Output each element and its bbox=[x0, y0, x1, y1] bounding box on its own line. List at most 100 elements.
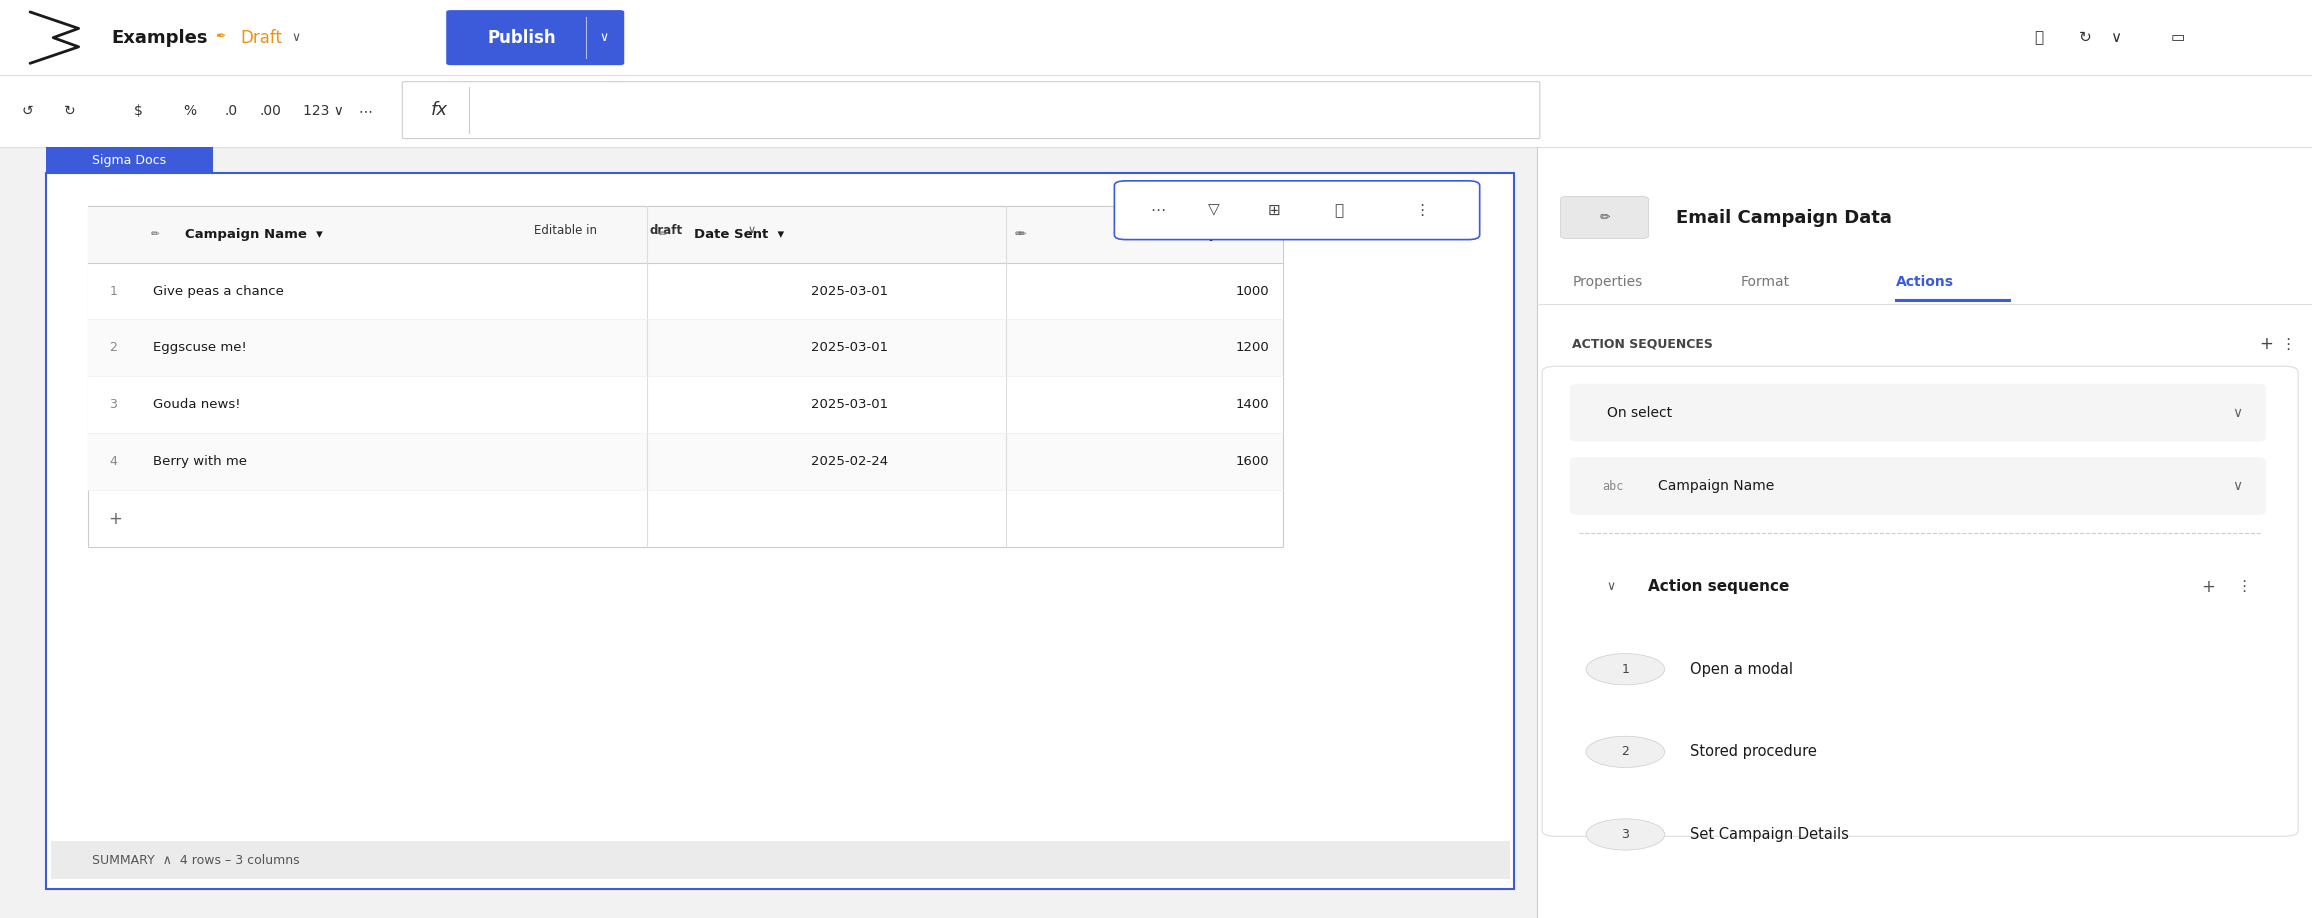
Text: ✏: ✏ bbox=[150, 230, 160, 239]
Text: ✏: ✏ bbox=[1017, 230, 1027, 239]
Text: ⤢: ⤢ bbox=[1334, 203, 1343, 218]
Text: ∨: ∨ bbox=[2111, 30, 2120, 45]
Text: Campaign Name  ▾: Campaign Name ▾ bbox=[185, 228, 324, 241]
Text: 2025-03-01: 2025-03-01 bbox=[812, 285, 888, 297]
Text: ∨: ∨ bbox=[599, 31, 608, 44]
Bar bbox=[0, 147, 1537, 918]
Text: 1400: 1400 bbox=[1235, 398, 1269, 411]
Bar bbox=[88, 433, 1283, 490]
Text: ↻: ↻ bbox=[62, 104, 76, 118]
Text: ⋯: ⋯ bbox=[1151, 203, 1165, 218]
Text: Give peas a chance: Give peas a chance bbox=[153, 285, 284, 297]
Text: Actions: Actions bbox=[1896, 274, 1954, 289]
Circle shape bbox=[1586, 819, 1665, 850]
Bar bbox=[88, 376, 1283, 433]
Text: $: $ bbox=[134, 104, 143, 118]
Text: ✏: ✏ bbox=[1600, 211, 1609, 224]
Text: abc: abc bbox=[1602, 479, 1623, 493]
Bar bbox=[88, 263, 1283, 319]
Text: Editable in: Editable in bbox=[534, 224, 601, 237]
FancyBboxPatch shape bbox=[402, 82, 1540, 139]
Text: ∨: ∨ bbox=[1607, 580, 1616, 593]
FancyBboxPatch shape bbox=[1561, 196, 1648, 239]
Text: 2025-03-01: 2025-03-01 bbox=[812, 398, 888, 411]
FancyBboxPatch shape bbox=[1570, 457, 2266, 515]
FancyBboxPatch shape bbox=[446, 10, 624, 65]
Text: Campaign Name: Campaign Name bbox=[1658, 479, 1773, 493]
Text: 2025-03-01: 2025-03-01 bbox=[812, 341, 888, 354]
Text: 2: 2 bbox=[109, 341, 118, 354]
Text: draft: draft bbox=[650, 224, 682, 237]
FancyBboxPatch shape bbox=[1114, 181, 1480, 240]
FancyBboxPatch shape bbox=[1542, 366, 2298, 836]
Text: ✏: ✏ bbox=[1015, 230, 1024, 239]
Text: Action sequence: Action sequence bbox=[1648, 579, 1789, 594]
Text: Email Campaign Data: Email Campaign Data bbox=[1676, 208, 1891, 227]
Text: 1: 1 bbox=[1621, 663, 1630, 676]
FancyBboxPatch shape bbox=[1570, 384, 2266, 442]
Text: SUMMARY  ∧  4 rows – 3 columns: SUMMARY ∧ 4 rows – 3 columns bbox=[92, 854, 301, 867]
Bar bbox=[0, 75, 2312, 147]
Text: Sigma Docs: Sigma Docs bbox=[92, 154, 166, 167]
Text: fx: fx bbox=[430, 101, 449, 119]
Text: 1: 1 bbox=[109, 285, 118, 297]
Text: ▽: ▽ bbox=[1207, 203, 1221, 218]
Text: ∨: ∨ bbox=[291, 31, 301, 44]
Text: ∨: ∨ bbox=[747, 226, 756, 235]
Text: .0: .0 bbox=[224, 104, 238, 118]
Text: ⋮: ⋮ bbox=[2236, 579, 2252, 594]
Text: +: + bbox=[2201, 577, 2215, 596]
Text: ⊞: ⊞ bbox=[1267, 203, 1281, 218]
Bar bbox=[46, 147, 213, 174]
Text: 2025-02-24: 2025-02-24 bbox=[812, 455, 888, 468]
Text: ∨: ∨ bbox=[2233, 406, 2243, 420]
Text: Eggscuse me!: Eggscuse me! bbox=[153, 341, 247, 354]
Text: +: + bbox=[2259, 335, 2273, 353]
Text: 123 ∨: 123 ∨ bbox=[303, 104, 344, 118]
Bar bbox=[0, 0, 2312, 75]
Circle shape bbox=[1586, 654, 1665, 685]
Text: ↻: ↻ bbox=[2078, 30, 2092, 45]
Text: +: + bbox=[1295, 227, 1309, 241]
Text: +: + bbox=[109, 509, 123, 528]
Text: Examples: Examples bbox=[111, 28, 208, 47]
Text: Stored procedure: Stored procedure bbox=[1690, 744, 1817, 759]
Text: Email Campaign Data: Email Campaign Data bbox=[88, 219, 356, 240]
Text: .00: .00 bbox=[259, 104, 282, 118]
Text: ⋮: ⋮ bbox=[1415, 203, 1429, 218]
Text: Publish: Publish bbox=[488, 28, 557, 47]
Circle shape bbox=[1586, 736, 1665, 767]
Text: ✏: ✏ bbox=[659, 230, 668, 239]
Text: ❓: ❓ bbox=[2035, 30, 2044, 45]
Text: %: % bbox=[183, 104, 197, 118]
Bar bbox=[1537, 147, 2312, 918]
Text: 4: 4 bbox=[109, 455, 118, 468]
Text: Set Campaign Details: Set Campaign Details bbox=[1690, 827, 1850, 842]
Text: Draft: Draft bbox=[240, 28, 282, 47]
Bar bbox=[88, 206, 1283, 263]
Text: 1600: 1600 bbox=[1235, 455, 1269, 468]
Text: ▭: ▭ bbox=[2171, 30, 2185, 45]
Text: 1000: 1000 bbox=[1235, 285, 1269, 297]
Text: ↺: ↺ bbox=[21, 104, 35, 118]
Bar bbox=[46, 173, 1514, 889]
Text: Berry with me: Berry with me bbox=[153, 455, 247, 468]
Text: Open a modal: Open a modal bbox=[1690, 662, 1794, 677]
Text: ACTION SEQUENCES: ACTION SEQUENCES bbox=[1572, 338, 1713, 351]
Text: Properties: Properties bbox=[1572, 274, 1642, 289]
Text: On select: On select bbox=[1607, 406, 1672, 420]
Text: Recipients  ▾: Recipients ▾ bbox=[1177, 228, 1272, 241]
Bar bbox=[88, 206, 1283, 547]
Text: 1200: 1200 bbox=[1235, 341, 1269, 354]
Text: Format: Format bbox=[1741, 274, 1789, 289]
Text: ⋯: ⋯ bbox=[358, 104, 372, 118]
Text: 3: 3 bbox=[1621, 828, 1630, 841]
Text: ⋮: ⋮ bbox=[2280, 337, 2296, 352]
Text: 2: 2 bbox=[1621, 745, 1630, 758]
Text: Date Sent  ▾: Date Sent ▾ bbox=[694, 228, 784, 241]
Text: Gouda news!: Gouda news! bbox=[153, 398, 240, 411]
Text: 3: 3 bbox=[109, 398, 118, 411]
Text: ∨: ∨ bbox=[2233, 479, 2243, 493]
Text: ✒: ✒ bbox=[215, 31, 227, 44]
Bar bbox=[51, 841, 1510, 879]
